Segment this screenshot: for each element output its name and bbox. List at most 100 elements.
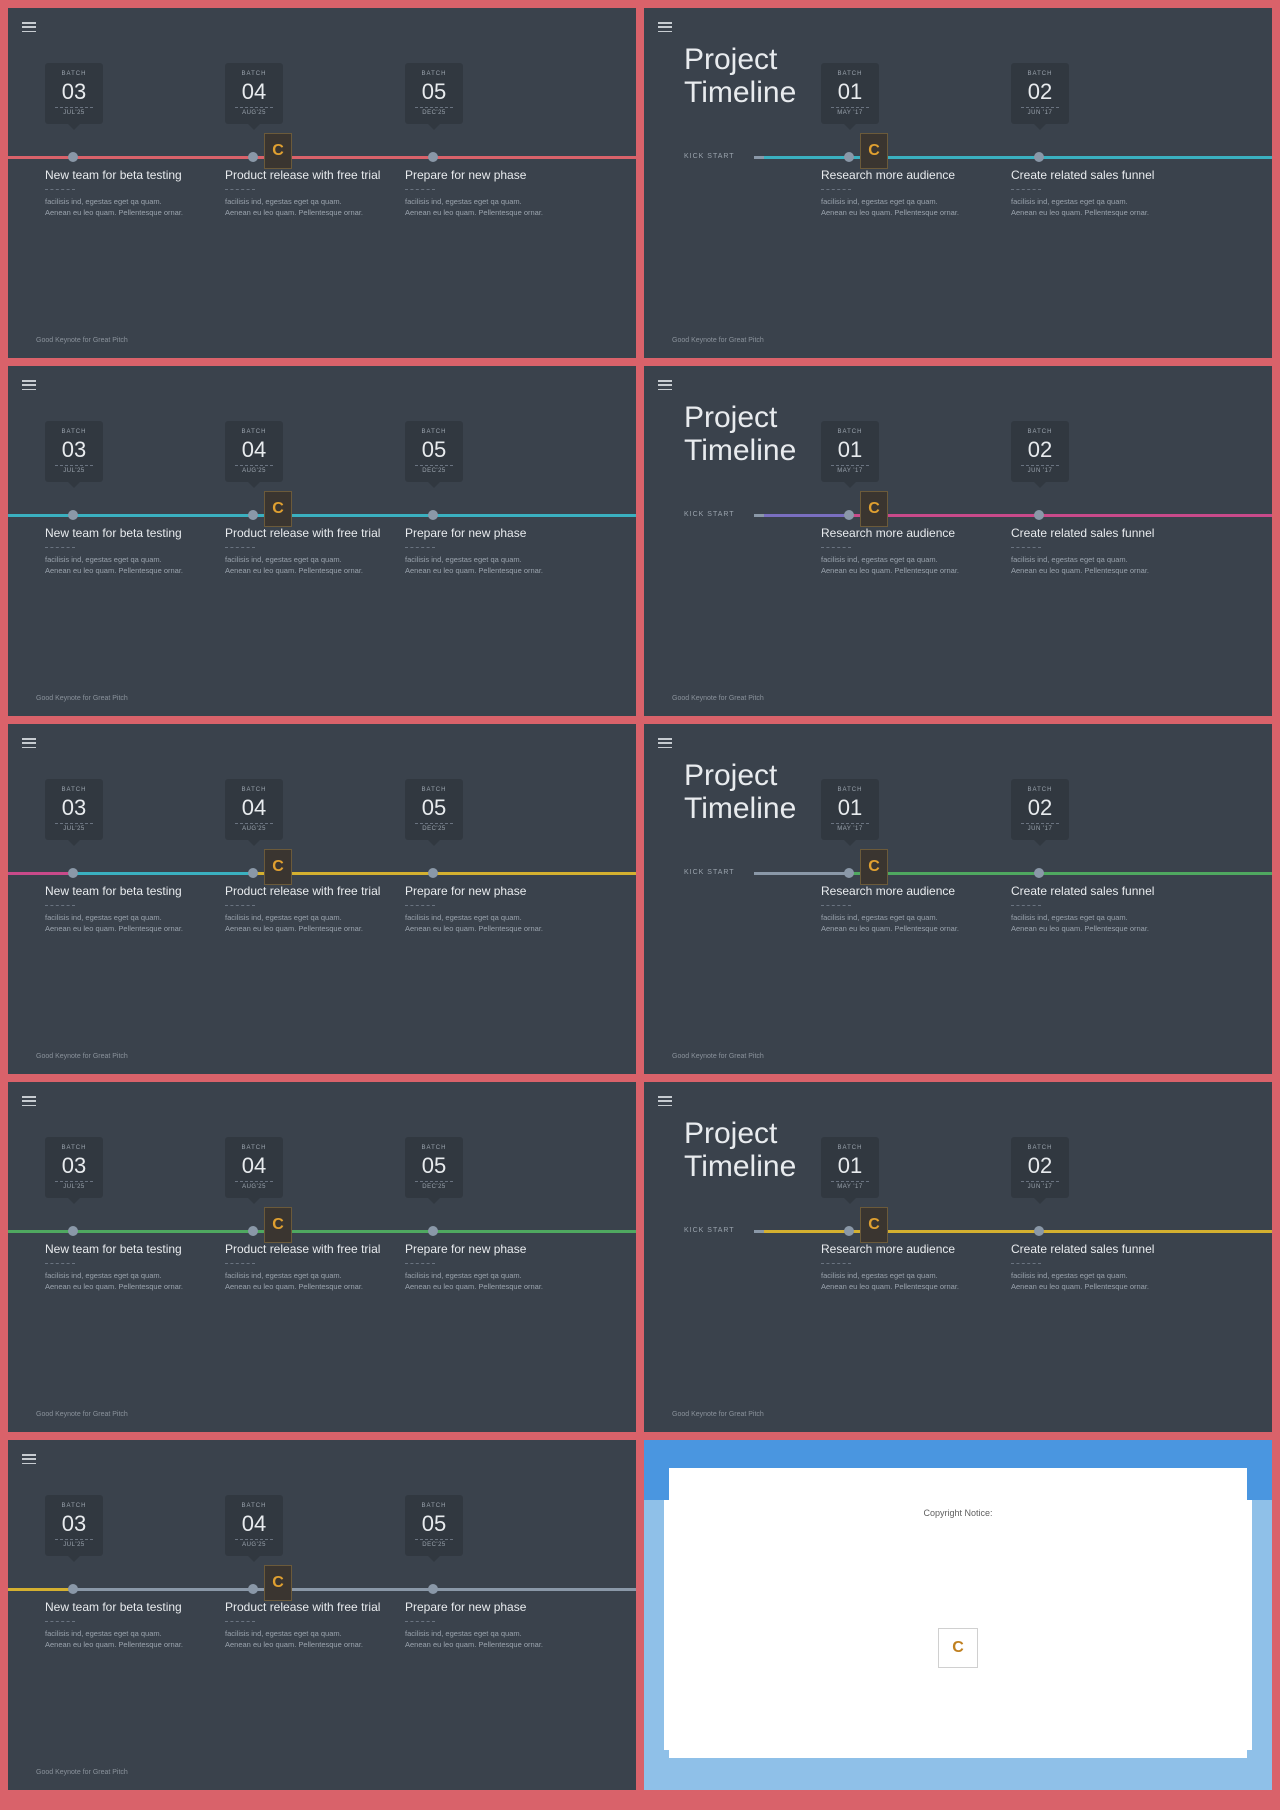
batch-number: 05 bbox=[415, 79, 453, 105]
batch-label: BATCH bbox=[415, 429, 453, 435]
batch-date: MAY '17 bbox=[831, 110, 869, 116]
batch-badge: BATCH 04 AUG'25 bbox=[225, 779, 283, 840]
menu-icon[interactable] bbox=[658, 22, 672, 32]
timeline-item: BATCH02JUN '17Create related sales funne… bbox=[1011, 63, 1181, 219]
batch-badge: BATCH03JUL'25 bbox=[45, 1495, 103, 1556]
batch-date: DEC'25 bbox=[415, 110, 453, 116]
batch-badge: BATCH02JUN '17 bbox=[1011, 63, 1069, 124]
batch-date: AUG'25 bbox=[235, 468, 273, 474]
batch-badge: BATCH03JUL'25 bbox=[45, 1137, 103, 1198]
menu-icon[interactable] bbox=[658, 380, 672, 390]
item-body: facilisis ind, egestas eget qa quam. Aen… bbox=[405, 1628, 545, 1651]
batch-number: 03 bbox=[55, 79, 93, 105]
item-title: Product release with free trial bbox=[225, 526, 395, 541]
item-title: New team for beta testing bbox=[45, 1242, 215, 1257]
item-body: facilisis ind, egestas eget qa quam. Aen… bbox=[405, 554, 545, 577]
timeline-slide-left: CBATCH03JUL'25New team for beta testingf… bbox=[8, 1440, 636, 1790]
batch-badge: BATCH05DEC'25 bbox=[405, 779, 463, 840]
timeline-item: BATCH05DEC'25Prepare for new phasefacili… bbox=[405, 1495, 575, 1651]
batch-number: 04 bbox=[235, 1511, 273, 1537]
timeline-slide-left: CBATCH03JUL'25New team for beta testingf… bbox=[8, 1082, 636, 1432]
batch-badge: BATCH04AUG'25 bbox=[225, 1495, 283, 1556]
batch-number: 05 bbox=[415, 795, 453, 821]
item-body: facilisis ind, egestas eget qa quam. Aen… bbox=[1011, 554, 1151, 577]
batch-badge: BATCH03JUL'25 bbox=[45, 421, 103, 482]
batch-label: BATCH bbox=[1021, 1145, 1059, 1151]
item-body: facilisis ind, egestas eget qa quam. Aen… bbox=[821, 554, 961, 577]
item-title: Prepare for new phase bbox=[405, 884, 575, 899]
batch-number: 01 bbox=[831, 795, 869, 821]
batch-label: BATCH bbox=[235, 429, 273, 435]
timeline-item: BATCH01MAY '17Research more audiencefaci… bbox=[821, 779, 991, 935]
menu-icon[interactable] bbox=[22, 1096, 36, 1106]
item-title: Research more audience bbox=[821, 168, 991, 183]
timeline-slide-right: ProjectTimelineKICK STARTCBATCH01MAY '17… bbox=[644, 724, 1272, 1074]
slide-footer: Good Keynote for Great Pitch bbox=[36, 695, 128, 702]
batch-label: BATCH bbox=[831, 71, 869, 77]
item-title: Research more audience bbox=[821, 526, 991, 541]
batch-label: BATCH bbox=[415, 71, 453, 77]
timeline-item: BATCH02JUN '17Create related sales funne… bbox=[1011, 421, 1181, 577]
batch-date: JUL'25 bbox=[55, 468, 93, 474]
batch-number: 04 bbox=[235, 437, 273, 463]
slide-title: ProjectTimeline bbox=[684, 759, 796, 825]
batch-label: BATCH bbox=[55, 787, 93, 793]
menu-icon[interactable] bbox=[22, 380, 36, 390]
batch-number: 05 bbox=[415, 1511, 453, 1537]
item-title: New team for beta testing bbox=[45, 1600, 215, 1615]
batch-label: BATCH bbox=[235, 787, 273, 793]
batch-badge: BATCH01MAY '17 bbox=[821, 1137, 879, 1198]
batch-badge: BATCH01MAY '17 bbox=[821, 421, 879, 482]
slide-footer: Good Keynote for Great Pitch bbox=[36, 337, 128, 344]
menu-icon[interactable] bbox=[658, 1096, 672, 1106]
batch-number: 02 bbox=[1021, 795, 1059, 821]
item-title: Research more audience bbox=[821, 884, 991, 899]
batch-label: BATCH bbox=[1021, 787, 1059, 793]
menu-icon[interactable] bbox=[22, 1454, 36, 1464]
menu-icon[interactable] bbox=[22, 22, 36, 32]
batch-date: AUG'25 bbox=[235, 826, 273, 832]
item-body: facilisis ind, egestas eget qa quam. Aen… bbox=[225, 196, 365, 219]
timeline-slide-left: CBATCH03JUL'25New team for beta testingf… bbox=[8, 8, 636, 358]
slide-footer: Good Keynote for Great Pitch bbox=[672, 337, 764, 344]
item-body: facilisis ind, egestas eget qa quam. Aen… bbox=[821, 912, 961, 935]
item-body: facilisis ind, egestas eget qa quam. Aen… bbox=[1011, 1270, 1151, 1293]
batch-date: AUG'25 bbox=[235, 1542, 273, 1548]
batch-badge: BATCH01MAY '17 bbox=[821, 779, 879, 840]
item-title: Create related sales funnel bbox=[1011, 526, 1181, 541]
batch-label: BATCH bbox=[831, 1145, 869, 1151]
timeline-item: BATCH05DEC'25Prepare for new phasefacili… bbox=[405, 421, 575, 577]
item-title: Product release with free trial bbox=[225, 884, 395, 899]
batch-number: 04 bbox=[235, 1153, 273, 1179]
item-title: Prepare for new phase bbox=[405, 1242, 575, 1257]
batch-date: AUG'25 bbox=[235, 110, 273, 116]
menu-icon[interactable] bbox=[658, 738, 672, 748]
item-title: New team for beta testing bbox=[45, 884, 215, 899]
batch-label: BATCH bbox=[415, 1503, 453, 1509]
batch-number: 02 bbox=[1021, 79, 1059, 105]
item-body: facilisis ind, egestas eget qa quam. Aen… bbox=[225, 912, 365, 935]
batch-number: 05 bbox=[415, 1153, 453, 1179]
batch-badge: BATCH 04 AUG'25 bbox=[225, 421, 283, 482]
batch-date: JUL'25 bbox=[55, 1542, 93, 1548]
item-body: facilisis ind, egestas eget qa quam. Aen… bbox=[405, 912, 545, 935]
batch-label: BATCH bbox=[831, 787, 869, 793]
batch-date: DEC'25 bbox=[415, 468, 453, 474]
slide-footer: Good Keynote for Great Pitch bbox=[672, 1053, 764, 1060]
batch-number: 01 bbox=[831, 79, 869, 105]
batch-date: JUN '17 bbox=[1021, 826, 1059, 832]
batch-label: BATCH bbox=[1021, 429, 1059, 435]
batch-badge: BATCH04AUG'25 bbox=[225, 63, 283, 124]
batch-number: 04 bbox=[235, 795, 273, 821]
timeline-item: BATCH01MAY '17 Research more audience faci… bbox=[821, 421, 991, 577]
batch-number: 02 bbox=[1021, 437, 1059, 463]
timeline-slide-right: ProjectTimelineKICK STARTCBATCH01MAY '17… bbox=[644, 8, 1272, 358]
slide-footer: Good Keynote for Great Pitch bbox=[36, 1769, 128, 1776]
timeline-item: BATCH 04 AUG'25 Product release with free t… bbox=[225, 779, 395, 935]
batch-number: 03 bbox=[55, 1511, 93, 1537]
timeline-item: BATCH02JUN '17Create related sales funne… bbox=[1011, 1137, 1181, 1293]
batch-date: DEC'25 bbox=[415, 1184, 453, 1190]
batch-number: 02 bbox=[1021, 1153, 1059, 1179]
batch-label: BATCH bbox=[55, 429, 93, 435]
menu-icon[interactable] bbox=[22, 738, 36, 748]
